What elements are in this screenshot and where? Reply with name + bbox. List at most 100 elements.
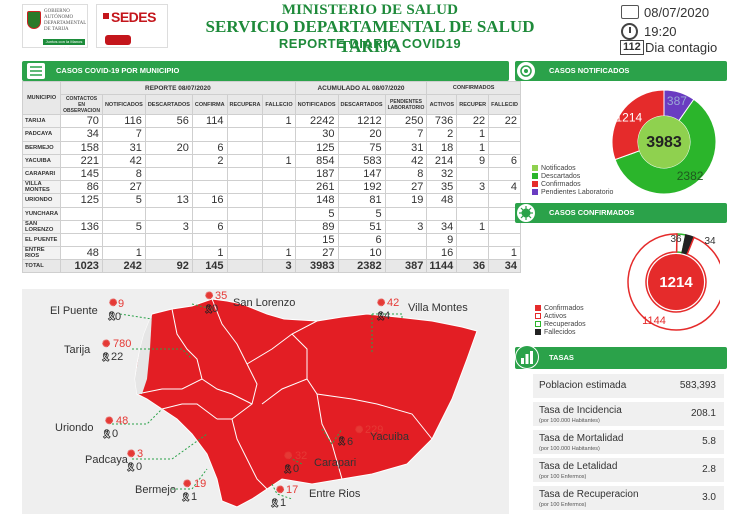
value-cell: 34 — [488, 259, 522, 274]
value-cell: 5 — [101, 219, 146, 234]
value-cell: 3 — [456, 180, 490, 195]
value-cell — [262, 127, 296, 142]
value-cell: 48 — [426, 193, 458, 208]
value-cell: 32 — [426, 166, 458, 182]
value-cell — [262, 180, 296, 195]
value-cell: 2 — [191, 153, 228, 168]
ribbon-icon: 🎗 — [282, 464, 294, 474]
ribbon-icon: 🎗 — [125, 462, 137, 472]
coat-of-arms-icon — [27, 11, 41, 29]
value-cell: 6 — [191, 219, 228, 234]
value-cell: 9 — [456, 153, 490, 168]
value-cell: 70 — [60, 114, 103, 129]
value-cell: 86 — [60, 180, 103, 195]
map-label-tarija: Tarija — [64, 344, 91, 356]
value-cell: 1 — [456, 219, 490, 234]
value-cell — [60, 232, 103, 248]
value-cell: 2382 — [337, 259, 386, 274]
table-group-header: MUNICIPIO REPORTE 08/07/2020 ACUMULADO A… — [21, 80, 522, 116]
tasa-label: Tasa de Recuperacion — [539, 489, 639, 500]
legend-confirmados: Confirmados — [532, 181, 581, 188]
donut-label-recuperados: 36 — [670, 234, 682, 245]
value-cell — [488, 140, 522, 155]
tasa-value: 583,393 — [679, 380, 716, 391]
day-label: Dia contagio — [645, 40, 718, 55]
value-cell: 1 — [191, 246, 228, 261]
value-cell: 854 — [294, 153, 339, 168]
virus-icon: ✺ — [183, 479, 192, 490]
donut-center — [648, 254, 704, 310]
value-cell: 145 — [191, 259, 228, 274]
value-cell — [101, 206, 146, 221]
table-row: CARAPARI 145 8 187 147 8 32 — [21, 166, 522, 182]
legend-swatch — [535, 321, 541, 328]
value-cell: 6 — [337, 232, 386, 248]
value-cell — [226, 166, 264, 182]
municipio-cell: BERMEJO — [21, 140, 62, 155]
table-row: URIONDO 125 5 13 16 148 81 19 48 — [21, 193, 522, 208]
value-cell: 20 — [144, 140, 193, 155]
table-icon — [27, 63, 45, 79]
value-cell: 16 — [426, 246, 458, 261]
municipality-table: MUNICIPIO REPORTE 08/07/2020 ACUMULADO A… — [21, 80, 522, 274]
value-cell — [191, 127, 228, 142]
value-cell: 1 — [456, 140, 490, 155]
confirmados-total: 1214 — [659, 274, 693, 291]
municipio-cell: URIONDO — [21, 193, 62, 208]
table-row: YACUIBA 221 42 2 1 854 583 42 214 9 6 — [21, 153, 522, 168]
value-cell — [262, 166, 296, 182]
value-cell: 92 — [144, 259, 193, 274]
value-cell: 48 — [60, 246, 103, 261]
value-cell — [262, 140, 296, 155]
value-cell: 8 — [101, 166, 146, 182]
tasa-value: 3.0 — [702, 492, 716, 503]
value-cell: 1 — [262, 114, 296, 129]
tasas-header: TASAS — [515, 347, 727, 369]
day-number: 112 — [620, 40, 644, 55]
value-cell: 89 — [294, 219, 339, 234]
clock-icon — [621, 23, 638, 40]
sedes-emblem-icon — [105, 35, 131, 45]
value-cell: 136 — [60, 219, 103, 234]
value-cell — [144, 232, 193, 248]
tasa-value: 208.1 — [690, 408, 716, 419]
value-cell: 145 — [60, 166, 103, 182]
map-label-uriondo: Uriondo — [55, 422, 94, 434]
value-cell — [144, 166, 193, 182]
value-cell — [226, 219, 264, 234]
tasa-value: 5.8 — [702, 436, 716, 447]
gobierno-logo: GOBIERNO AUTÓNOMO DEPARTAMENTAL DE TARIJ… — [22, 4, 88, 49]
value-cell: 27 — [384, 180, 428, 195]
value-cell: 148 — [294, 193, 339, 208]
virus-icon: ✺ — [127, 449, 136, 460]
value-cell: 36 — [456, 259, 490, 274]
municipio-cell: TARIJA — [21, 114, 62, 129]
value-cell — [226, 180, 264, 195]
value-cell — [144, 206, 193, 221]
value-cell: 18 — [426, 140, 458, 155]
report-date: 08/07/2020 — [644, 5, 710, 20]
value-cell: 1 — [262, 246, 296, 261]
value-cell: 214 — [426, 153, 458, 168]
value-cell: 5 — [101, 193, 146, 208]
value-cell: 4 — [488, 180, 522, 195]
table-row: VILLA MONTES 86 27 261 192 27 35 3 4 — [21, 180, 522, 195]
value-cell — [384, 206, 428, 221]
value-cell — [456, 193, 490, 208]
value-cell: 15 — [294, 232, 339, 248]
virus-icon: ✺ — [276, 485, 285, 496]
value-cell: 19 — [384, 193, 428, 208]
value-cell: 1 — [456, 127, 490, 142]
legend-notificados: Notificados — [532, 165, 576, 172]
municipio-cell: ENTRE RIOS — [21, 246, 62, 261]
legend-confirmados-2: Confirmados — [535, 305, 584, 312]
legend-swatch — [532, 173, 538, 180]
legend-swatch — [532, 189, 538, 196]
municipio-cell: EL PUENTE — [21, 232, 62, 248]
ribbon-icon: 🎗 — [269, 498, 281, 508]
legend-swatch — [535, 313, 541, 320]
value-cell: 51 — [337, 219, 386, 234]
confirmados-header: CASOS CONFIRMADOS — [515, 203, 727, 223]
legend-swatch — [535, 329, 541, 336]
table-row: YUNCHARA 5 5 — [21, 206, 522, 221]
